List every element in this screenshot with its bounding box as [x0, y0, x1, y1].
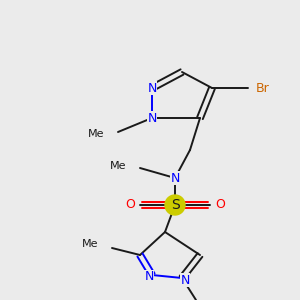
Text: S: S: [171, 198, 179, 212]
Circle shape: [165, 195, 185, 215]
Text: N: N: [180, 274, 190, 286]
Text: O: O: [125, 199, 135, 212]
Text: O: O: [215, 199, 225, 212]
Text: N: N: [147, 82, 157, 94]
Text: N: N: [170, 172, 180, 184]
Text: Me: Me: [110, 161, 126, 171]
Text: Me: Me: [88, 129, 104, 139]
Text: N: N: [147, 112, 157, 124]
Text: Me: Me: [82, 239, 98, 249]
Text: Br: Br: [256, 82, 270, 94]
Text: N: N: [144, 271, 154, 284]
